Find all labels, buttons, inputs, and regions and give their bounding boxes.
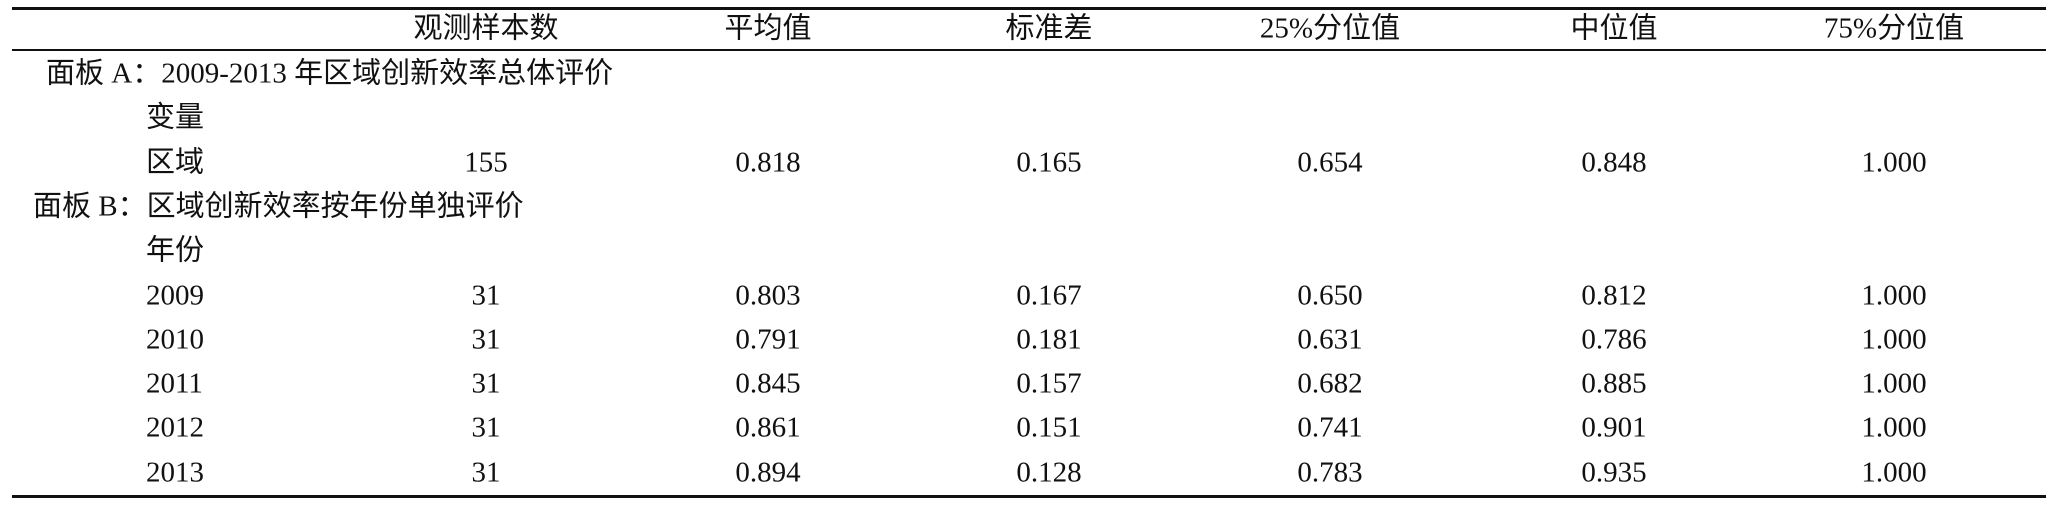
cell: 0.165 xyxy=(1016,146,1082,179)
cell: 0.803 xyxy=(735,279,801,311)
cell: 0.845 xyxy=(735,367,801,400)
row-label: 区域 xyxy=(146,146,205,179)
row-label: 2010 xyxy=(146,323,204,356)
cell: 0.650 xyxy=(1297,279,1363,311)
row-group-label: 年份 xyxy=(146,234,205,267)
cell: 0.818 xyxy=(735,146,801,179)
cell: 0.157 xyxy=(1016,367,1082,400)
column-header: 75%分位值 xyxy=(1823,12,1965,45)
panel-title: 面板 B：区域创新效率按年份单独评价 xyxy=(33,190,524,223)
cell: 1.000 xyxy=(1861,323,1927,356)
row-group-label: 变量 xyxy=(146,101,205,134)
cell: 0.935 xyxy=(1581,456,1647,489)
cell: 0.181 xyxy=(1016,323,1082,356)
column-header: 平均值 xyxy=(724,12,812,45)
cell: 0.786 xyxy=(1581,323,1647,356)
header-rule xyxy=(12,49,2046,51)
bottom-rule xyxy=(12,495,2046,498)
cell: 1.000 xyxy=(1861,456,1927,489)
row-label: 2009 xyxy=(146,279,204,311)
cell: 1.000 xyxy=(1861,279,1927,311)
cell: 0.151 xyxy=(1016,411,1082,444)
top-rule xyxy=(12,7,2046,10)
panel-title: 面板 A：2009-2013 年区域创新效率总体评价 xyxy=(46,57,614,90)
cell: 0.128 xyxy=(1016,456,1082,489)
cell: 155 xyxy=(464,146,508,179)
cell: 1.000 xyxy=(1861,411,1927,444)
cell: 1.000 xyxy=(1861,367,1927,400)
cell: 0.654 xyxy=(1297,146,1363,179)
column-header: 标准差 xyxy=(1005,12,1093,45)
cell: 31 xyxy=(471,323,501,356)
cell: 0.167 xyxy=(1016,279,1082,311)
cell: 0.861 xyxy=(735,411,801,444)
cell: 0.631 xyxy=(1297,323,1363,356)
cell: 0.894 xyxy=(735,456,801,489)
cell: 0.783 xyxy=(1297,456,1363,489)
cell: 0.741 xyxy=(1297,411,1363,444)
row-label: 2013 xyxy=(146,456,204,489)
cell: 31 xyxy=(471,411,501,444)
column-header: 25%分位值 xyxy=(1259,12,1401,45)
cell: 31 xyxy=(471,279,501,311)
cell: 31 xyxy=(471,367,501,400)
cell: 0.682 xyxy=(1297,367,1363,400)
cell: 0.812 xyxy=(1581,279,1647,311)
cell: 0.901 xyxy=(1581,411,1647,444)
cell: 31 xyxy=(471,456,501,489)
row-label: 2011 xyxy=(146,367,203,400)
cell: 0.791 xyxy=(735,323,801,356)
cell: 0.885 xyxy=(1581,367,1647,400)
cell: 1.000 xyxy=(1861,146,1927,179)
cell: 0.848 xyxy=(1581,146,1647,179)
column-header: 观测样本数 xyxy=(413,12,559,45)
row-label: 2012 xyxy=(146,411,204,444)
column-header: 中位值 xyxy=(1570,12,1658,45)
